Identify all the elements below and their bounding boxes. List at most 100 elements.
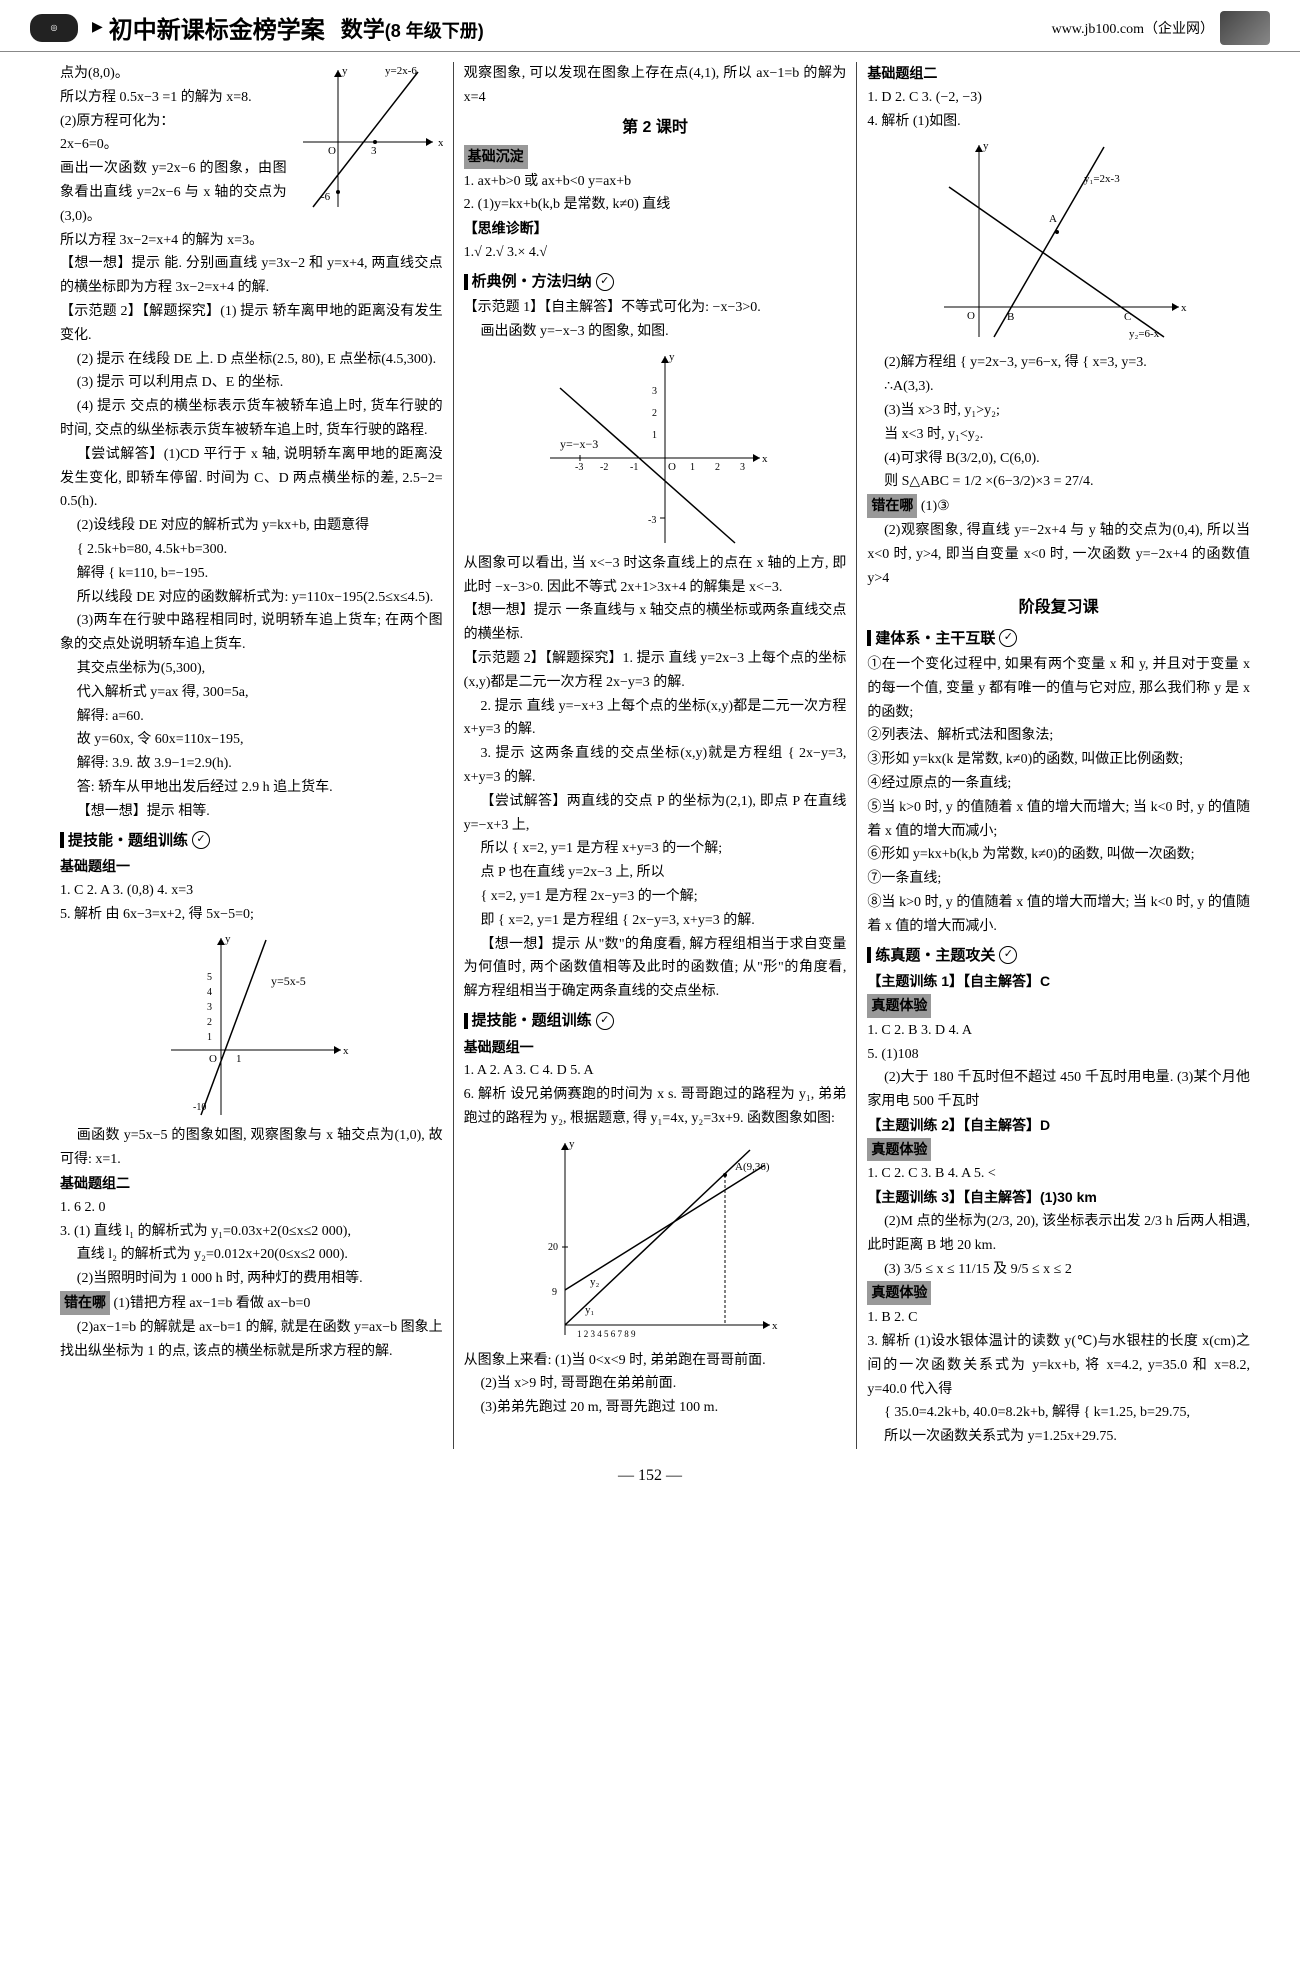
text: 解得: 3.9. 故 3.9−1=2.9(h).: [60, 752, 443, 776]
text: ⑥形如 y=kx+b(k,b 为常数, k≠0)的函数, 叫做一次函数;: [867, 843, 1250, 867]
group-b-heading: 基础题组二: [60, 1172, 443, 1196]
answers: 1. C 2. A 3. (0,8) 4. x=3: [60, 879, 443, 903]
topic-train-1: 【主题训练 1】【自主解答】C: [867, 970, 1250, 994]
text: 所以线段 DE 对应的函数解析式为: y=110x−195(2.5≤x≤4.5)…: [60, 586, 443, 610]
text: 则 S△ABC = 1/2 ×(6−3/2)×3 = 27/4.: [867, 470, 1250, 494]
text: 【想一想】提示 相等.: [60, 800, 443, 824]
svg-text:B: B: [1007, 311, 1014, 323]
check-icon: ✓: [596, 1012, 614, 1030]
section-title: 提技能・题组训练: [472, 1008, 592, 1034]
text: ②列表法、解析式法和图象法;: [867, 724, 1250, 748]
section-bar-icon: [464, 1013, 468, 1029]
text: (3)弟弟先跑过 20 m, 哥哥先跑过 100 m.: [464, 1396, 847, 1420]
text: 【尝试解答】两直线的交点 P 的坐标为(2,1), 即点 P 在直线 y=−x+…: [464, 790, 847, 838]
svg-text:1: 1: [690, 462, 695, 473]
svg-text:-2: -2: [600, 462, 608, 473]
svg-text:x: x: [343, 1045, 349, 1057]
svg-text:-3: -3: [575, 462, 583, 473]
text: 观察图象, 可以发现在图象上存在点(4,1), 所以 ax−1=b 的解为 x=…: [464, 62, 847, 110]
svg-text:1: 1: [207, 1032, 212, 1043]
svg-text:2: 2: [207, 1017, 212, 1028]
text: 当 x<3 时, y₁<y₂.: [867, 423, 1250, 447]
svg-text:O: O: [668, 461, 676, 473]
text: 【想一想】提示 从"数"的角度看, 解方程组相当于求自变量为何值时, 两个函数值…: [464, 933, 847, 1004]
check-icon: ✓: [999, 946, 1017, 964]
text: 5. (1)108: [867, 1043, 1250, 1067]
website-url: www.jb100.com（企业网）: [1052, 18, 1214, 38]
text: 3. 提示 这两条直线的交点坐标(x,y)就是方程组 { 2x−y=3, x+y…: [464, 742, 847, 790]
publisher-logo-icon: ◎: [30, 14, 78, 42]
svg-text:x: x: [438, 137, 443, 149]
text: ③形如 y=kx(k 是常数, k≠0)的函数, 叫做正比例函数;: [867, 748, 1250, 772]
page-header: ◎ ▶ 初中新课标金榜学案 数学(8 年级下册) www.jb100.com（企…: [0, 0, 1300, 52]
group-b-heading: 基础题组二: [867, 62, 1250, 86]
column-1: xy O y=2x-6 3 -6 点为(8,0)。 所以方程 0.5x−3 =1…: [50, 62, 453, 1449]
exp-heading: 真题体验: [867, 1138, 1250, 1163]
svg-text:1: 1: [236, 1053, 242, 1065]
base-label: 基础沉淀: [464, 145, 528, 169]
text: 【示范题 2】【解题探究】(1) 提示 轿车离甲地的距离没有发生变化.: [60, 300, 443, 348]
section-bar-icon: [464, 274, 468, 290]
text: 解得 { k=110, b=−195.: [60, 562, 443, 586]
graph-y-neg-x-minus-3: xy O y=−x−3 -3-2 -1 12 3 12 3 -3: [540, 348, 770, 548]
svg-text:4: 4: [207, 987, 212, 998]
lesson-2-heading: 第 2 课时: [464, 114, 847, 141]
error-label: 错在哪: [60, 1291, 110, 1315]
text: ①在一个变化过程中, 如果有两个变量 x 和 y, 并且对于变量 x 的每一个值…: [867, 653, 1250, 724]
section-build-system: 建体系・主干互联 ✓: [867, 626, 1250, 652]
svg-text:3: 3: [371, 145, 377, 157]
text: (2)M 点的坐标为(2/3, 20), 该坐标表示出发 2/3 h 后两人相遇…: [867, 1210, 1250, 1258]
text: ⑤当 k>0 时, y 的值随着 x 值的增大而增大; 当 k<0 时, y 的…: [867, 796, 1250, 844]
text: (2) 提示 在线段 DE 上. D 点坐标(2.5, 80), E 点坐标(4…: [60, 348, 443, 372]
svg-text:x: x: [772, 1320, 778, 1332]
section-title: 析典例・方法归纳: [472, 269, 592, 295]
exp-heading: 真题体验: [867, 1281, 1250, 1306]
svg-text:y=5x-5: y=5x-5: [271, 974, 306, 988]
section-title: 建体系・主干互联: [875, 626, 995, 652]
answers: 1. A 2. A 3. C 4. D 5. A: [464, 1059, 847, 1083]
text: 所以方程 3x−2=x+4 的解为 x=3。: [60, 229, 443, 253]
svg-text:x: x: [762, 453, 768, 465]
section-skill-training: 提技能・题组训练 ✓: [60, 828, 443, 854]
svg-text:A: A: [1049, 213, 1057, 225]
graph-brothers-race: xy A(9,36) 9 20 y₂y₁ 1 2 3 4 5 6 7 8 9: [530, 1135, 780, 1345]
text: (2)当 x>9 时, 哥哥跑在弟弟前面.: [464, 1372, 847, 1396]
text: (2)大于 180 千瓦时但不超过 450 千瓦时用电量. (3)某个月他家用电…: [867, 1066, 1250, 1114]
text: 【想一想】提示 能. 分别画直线 y=3x−2 和 y=x+4, 两直线交点的横…: [60, 252, 443, 300]
page-number: — 152 —: [0, 1459, 1300, 1505]
svg-text:y=2x-6: y=2x-6: [385, 65, 417, 77]
svg-text:5: 5: [207, 972, 212, 983]
graph-two-lines-abc: xy O y₁=2x-3 y₂=6-x A B C: [929, 137, 1189, 347]
section-title: 提技能・题组训练: [68, 828, 188, 854]
text: (3)当 x>3 时, y₁>y₂;: [867, 399, 1250, 423]
text: ⑧当 k>0 时, y 的值随着 x 值的增大而增大; 当 k<0 时, y 的…: [867, 891, 1250, 939]
text: 2. (1)y=kx+b(k,b 是常数, k≠0) 直线: [464, 193, 847, 217]
text: 【想一想】提示 一条直线与 x 轴交点的横坐标或两条直线交点的横坐标.: [464, 599, 847, 647]
text: { 35.0=4.2k+b, 40.0=8.2k+b, 解得 { k=1.25,…: [867, 1401, 1250, 1425]
svg-text:y₁: y₁: [585, 1304, 595, 1316]
svg-text:3: 3: [652, 386, 657, 397]
subject-text: 数学: [341, 17, 385, 42]
text: (2)设线段 DE 对应的解析式为 y=kx+b, 由题意得: [60, 514, 443, 538]
text: 【示范题 1】【自主解答】不等式可化为: −x−3>0.: [464, 296, 847, 320]
section-title: 练真题・主题攻关: [875, 943, 995, 969]
answers: 1. D 2. C 3. (−2, −3): [867, 86, 1250, 110]
text: 【示范题 2】【解题探究】1. 提示 直线 y=2x−3 上每个点的坐标(x,y…: [464, 647, 847, 695]
text: (4) 提示 交点的横坐标表示货车被轿车追上时, 货车行驶的时间, 交点的纵坐标…: [60, 395, 443, 443]
group-a-heading: 基础题组一: [60, 855, 443, 879]
error-text: (1)③: [921, 499, 950, 514]
text: ④经过原点的一条直线;: [867, 772, 1250, 796]
error-heading: 错在哪 (1)错把方程 ax−1=b 看做 ax−b=0: [60, 1291, 443, 1316]
svg-text:y: y: [669, 351, 675, 363]
svg-text:O: O: [328, 145, 336, 157]
text: 画出函数 y=−x−3 的图象, 如图.: [464, 320, 847, 344]
section-base: 基础沉淀: [464, 145, 847, 170]
text: { x=2, y=1 是方程 2x−y=3 的一个解;: [464, 885, 847, 909]
error-heading: 错在哪 (1)③: [867, 494, 1250, 519]
diagnosis-heading: 【思维诊断】: [464, 217, 847, 241]
answers: 1. C 2. B 3. D 4. A: [867, 1019, 1250, 1043]
svg-text:O: O: [209, 1053, 217, 1065]
answers: 1. 6 2. 0: [60, 1196, 443, 1220]
check-icon: ✓: [192, 831, 210, 849]
svg-text:C: C: [1124, 311, 1131, 323]
